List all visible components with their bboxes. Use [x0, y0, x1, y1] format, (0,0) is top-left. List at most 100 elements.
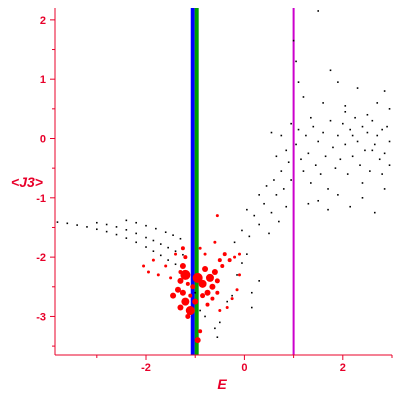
small-point-69 — [290, 122, 292, 125]
small-point-77 — [329, 69, 332, 72]
small-point-88 — [302, 170, 305, 172]
red-point-36 — [215, 290, 220, 295]
red-point-11 — [177, 304, 184, 311]
red-point-32 — [237, 252, 241, 256]
small-point-96 — [322, 131, 324, 134]
small-point-12 — [167, 259, 169, 261]
red-point-45 — [235, 288, 239, 292]
small-point-104 — [342, 122, 344, 125]
red-point-28 — [220, 264, 225, 269]
small-point-127 — [371, 149, 374, 152]
small-point-106 — [346, 173, 349, 175]
red-point-24 — [209, 283, 216, 290]
small-point-13 — [174, 263, 177, 266]
small-point-51 — [258, 223, 260, 226]
red-point-26 — [214, 278, 220, 284]
small-point-130 — [307, 202, 310, 205]
small-point-39 — [231, 294, 233, 297]
small-point-45 — [258, 280, 260, 282]
small-point-67 — [280, 134, 283, 137]
small-point-128 — [381, 173, 383, 175]
x-tick-label: 2 — [340, 362, 346, 374]
small-point-117 — [373, 143, 376, 146]
red-point-35 — [210, 296, 215, 301]
red-point-30 — [227, 258, 232, 263]
small-point-17 — [125, 229, 128, 231]
red-point-23 — [205, 273, 214, 282]
small-point-26 — [135, 221, 137, 224]
small-point-22 — [167, 246, 169, 249]
small-point-11 — [159, 254, 162, 257]
small-point-101 — [334, 167, 337, 169]
small-point-113 — [364, 149, 366, 152]
small-point-19 — [145, 236, 147, 239]
small-point-112 — [361, 125, 364, 128]
small-point-71 — [295, 60, 297, 63]
red-point-21 — [202, 265, 209, 272]
small-point-76 — [322, 102, 324, 104]
red-point-52 — [156, 273, 160, 277]
small-point-54 — [265, 185, 268, 187]
small-point-99 — [329, 119, 332, 122]
small-point-14 — [96, 221, 98, 224]
small-point-58 — [275, 194, 278, 196]
small-point-81 — [366, 113, 369, 116]
red-point-50 — [146, 270, 150, 274]
small-point-97 — [324, 155, 327, 158]
red-point-6 — [169, 276, 173, 280]
small-point-15 — [105, 223, 108, 226]
red-point-14 — [185, 313, 191, 319]
small-point-111 — [359, 164, 361, 166]
small-point-23 — [174, 250, 177, 252]
small-point-137 — [383, 188, 386, 190]
small-point-55 — [268, 232, 270, 235]
red-point-33 — [200, 293, 206, 299]
small-point-109 — [354, 116, 356, 119]
tick-marks: -2 0 2 2 1 0 -1 -2 -3 — [36, 15, 393, 374]
small-point-95 — [319, 173, 322, 175]
small-point-135 — [361, 197, 364, 199]
y-tick-label: -3 — [36, 311, 46, 323]
small-point-122 — [386, 125, 388, 128]
small-point-0 — [56, 221, 59, 223]
small-point-9 — [145, 246, 147, 248]
y-tick-label: 2 — [40, 15, 46, 27]
small-point-5 — [105, 230, 108, 233]
small-point-107 — [349, 128, 351, 131]
small-point-6 — [115, 233, 118, 236]
small-point-33 — [199, 309, 201, 312]
small-point-119 — [378, 158, 381, 161]
small-point-29 — [164, 231, 167, 234]
small-point-21 — [159, 243, 162, 245]
small-point-80 — [356, 87, 359, 89]
small-point-44 — [250, 306, 253, 309]
red-point-3 — [180, 246, 185, 251]
y-tick-label: 1 — [40, 74, 46, 86]
small-point-49 — [248, 235, 251, 238]
small-point-24 — [182, 253, 184, 256]
small-point-124 — [344, 111, 347, 113]
small-point-34 — [204, 315, 206, 318]
small-point-116 — [371, 119, 374, 122]
red-point-9 — [179, 289, 186, 296]
small-point-102 — [337, 134, 339, 137]
small-point-83 — [383, 90, 386, 92]
small-point-92 — [312, 125, 315, 128]
axes — [54, 8, 392, 356]
red-point-29 — [222, 252, 227, 257]
small-point-129 — [388, 164, 391, 166]
red-point-40 — [194, 337, 201, 344]
small-point-85 — [295, 143, 297, 146]
small-point-28 — [155, 227, 157, 230]
red-point-2 — [174, 252, 178, 256]
red-point-48 — [188, 293, 193, 298]
small-point-63 — [287, 161, 290, 164]
red-point-12 — [170, 292, 177, 299]
red-point-4 — [183, 255, 188, 260]
y-tick-label: -2 — [36, 252, 46, 264]
red-point-51 — [142, 264, 146, 268]
small-point-43 — [250, 291, 253, 294]
small-point-20 — [152, 239, 155, 242]
small-point-8 — [135, 241, 137, 244]
small-point-132 — [327, 208, 329, 211]
